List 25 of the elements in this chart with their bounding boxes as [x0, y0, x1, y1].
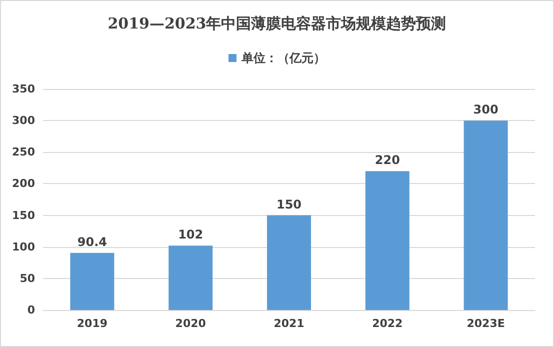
data-label: 90.4	[77, 234, 108, 249]
bar	[267, 215, 311, 310]
y-tick-label: 250	[12, 146, 36, 159]
data-label: 102	[178, 228, 204, 242]
x-tick-label: 2023E	[466, 317, 505, 330]
y-tick-label: 0	[27, 304, 36, 316]
x-tick-label: 2022	[372, 317, 403, 330]
bar	[365, 171, 410, 310]
x-tick-label: 2019	[76, 317, 108, 330]
bar	[464, 120, 508, 310]
y-tick-label: 350	[12, 82, 36, 96]
y-tick-label: 50	[20, 272, 36, 285]
chart-title: 2019—2023年中国薄膜电容器市场规模趋势预测	[108, 14, 446, 32]
legend-label: 单位：（亿元）	[240, 51, 326, 65]
data-label: 220	[374, 153, 400, 168]
bar	[168, 246, 213, 310]
y-tick-label: 100	[12, 240, 36, 254]
data-label: 150	[276, 197, 302, 212]
x-tick-label: 2021	[274, 317, 304, 330]
x-tick-label: 2020	[175, 317, 206, 330]
y-tick-label: 150	[12, 208, 36, 222]
data-label: 300	[473, 102, 498, 117]
y-tick-label: 300	[12, 114, 36, 128]
bar	[70, 252, 114, 310]
y-tick-label: 200	[12, 177, 36, 190]
